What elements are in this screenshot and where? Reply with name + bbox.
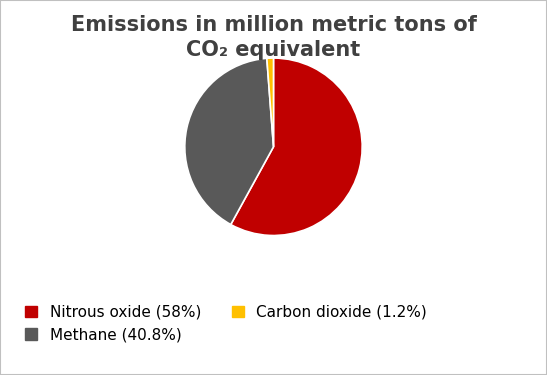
Wedge shape xyxy=(185,58,274,225)
Legend: Nitrous oxide (58%), Methane (40.8%), Carbon dioxide (1.2%): Nitrous oxide (58%), Methane (40.8%), Ca… xyxy=(25,305,427,342)
Wedge shape xyxy=(231,58,362,236)
Text: Emissions in million metric tons of
CO₂ equivalent: Emissions in million metric tons of CO₂ … xyxy=(71,15,476,60)
Wedge shape xyxy=(267,58,274,147)
